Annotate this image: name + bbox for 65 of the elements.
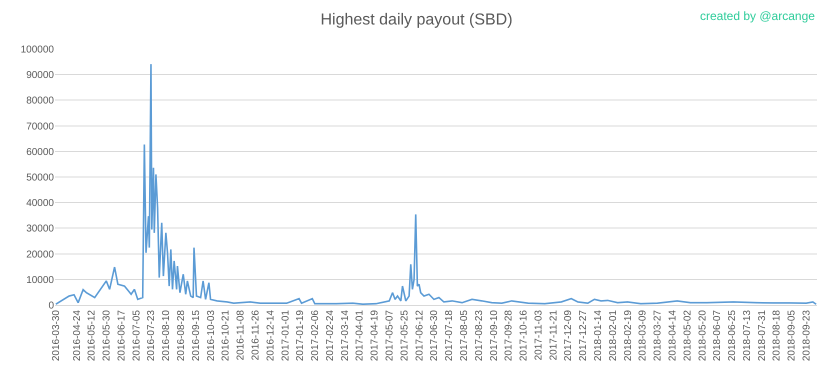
- y-tick-label: 80000: [26, 96, 54, 107]
- x-tick-label: 2017-09-28: [504, 310, 515, 362]
- x-tick-label: 2018-03-09: [638, 310, 649, 362]
- x-tick-label: 2016-12-14: [265, 310, 276, 362]
- y-tick-label: 10000: [26, 274, 54, 286]
- x-tick-label: 2017-06-12: [414, 310, 426, 362]
- x-tick-label: 2018-08-18: [772, 310, 783, 362]
- x-tick-label: 2018-06-25: [727, 310, 738, 362]
- y-tick-label: 60000: [26, 146, 54, 158]
- x-tick-label: 2018-09-23: [801, 310, 812, 362]
- x-tick-label: 2017-08-23: [474, 310, 485, 362]
- x-tick-label: 2017-01-01: [280, 310, 292, 362]
- y-tick-label: 100000: [20, 44, 54, 56]
- x-tick-label: 2017-07-18: [444, 310, 456, 362]
- y-tick-label: 20000: [26, 249, 54, 260]
- x-tick-label: 2016-05-12: [86, 310, 98, 362]
- y-tick-label: 30000: [26, 224, 54, 235]
- x-tick-label: 2017-11-21: [548, 310, 560, 360]
- x-tick-label: 2017-03-14: [340, 310, 351, 362]
- x-tick-label: 2018-05-20: [697, 310, 708, 362]
- x-tick-label: 2016-11-08: [236, 310, 247, 360]
- x-tick-label: 2018-03-27: [652, 310, 664, 362]
- x-tick-label: 2018-02-01: [608, 310, 619, 362]
- x-tick-label: 2016-09-15: [190, 310, 202, 362]
- x-tick-label: 2017-05-25: [399, 310, 410, 362]
- x-tick-label: 2018-07-31: [756, 310, 768, 362]
- chart-title: Highest daily payout (SBD): [320, 11, 513, 28]
- y-tick-label: 50000: [26, 172, 54, 184]
- y-tick-label: 90000: [26, 70, 54, 82]
- x-tick-label: 2017-01-19: [295, 310, 306, 362]
- x-tick-label: 2016-06-17: [116, 310, 128, 362]
- x-tick-label: 2017-12-09: [563, 310, 574, 362]
- x-tick-label: 2018-06-07: [712, 310, 724, 362]
- x-tick-label: 2016-04-24: [72, 310, 83, 362]
- x-tick-label: 2017-09-10: [488, 310, 500, 362]
- x-tick-label: 2018-05-02: [682, 310, 694, 362]
- x-tick-label: 2017-05-07: [384, 310, 396, 362]
- x-tick-label: 2017-11-03: [533, 310, 544, 360]
- x-tick-label: 2016-07-23: [146, 310, 158, 362]
- x-tick-label: 2018-01-14: [593, 310, 604, 362]
- x-tick-label: 2017-08-05: [458, 310, 470, 362]
- x-tick-label: 2018-09-05: [786, 310, 798, 362]
- x-tick-label: 2017-02-24: [324, 310, 336, 362]
- x-tick-label: 2016-08-10: [161, 310, 172, 362]
- x-tick-label: 2017-12-27: [578, 310, 590, 362]
- x-tick-label: 2018-07-13: [742, 310, 753, 362]
- x-tick-label: 2016-05-30: [102, 310, 113, 362]
- y-tick-label: 70000: [26, 121, 54, 132]
- x-tick-label: 2016-07-05: [131, 310, 142, 362]
- x-tick-label: 2018-04-14: [667, 310, 678, 362]
- x-tick-label: 2016-10-03: [206, 310, 217, 362]
- x-tick-label: 2017-04-01: [354, 310, 366, 362]
- x-tick-label: 2016-10-21: [220, 310, 232, 362]
- x-tick-label: 2016-08-28: [176, 310, 188, 362]
- x-tick-label: 2016-03-30: [51, 310, 62, 362]
- x-tick-label: 2017-06-30: [429, 310, 440, 362]
- x-tick-label: 2018-02-19: [622, 310, 634, 362]
- y-tick-label: 0: [48, 300, 54, 312]
- text: created by @arcange: [700, 9, 816, 23]
- x-tick-label: 2017-10-16: [518, 310, 530, 362]
- x-tick-label: 2016-11-26: [250, 310, 262, 360]
- y-tick-label: 40000: [26, 198, 54, 210]
- line-series: [55, 63, 817, 305]
- x-tick-label: 2017-04-19: [370, 310, 381, 362]
- x-tick-label: 2017-02-06: [310, 310, 322, 362]
